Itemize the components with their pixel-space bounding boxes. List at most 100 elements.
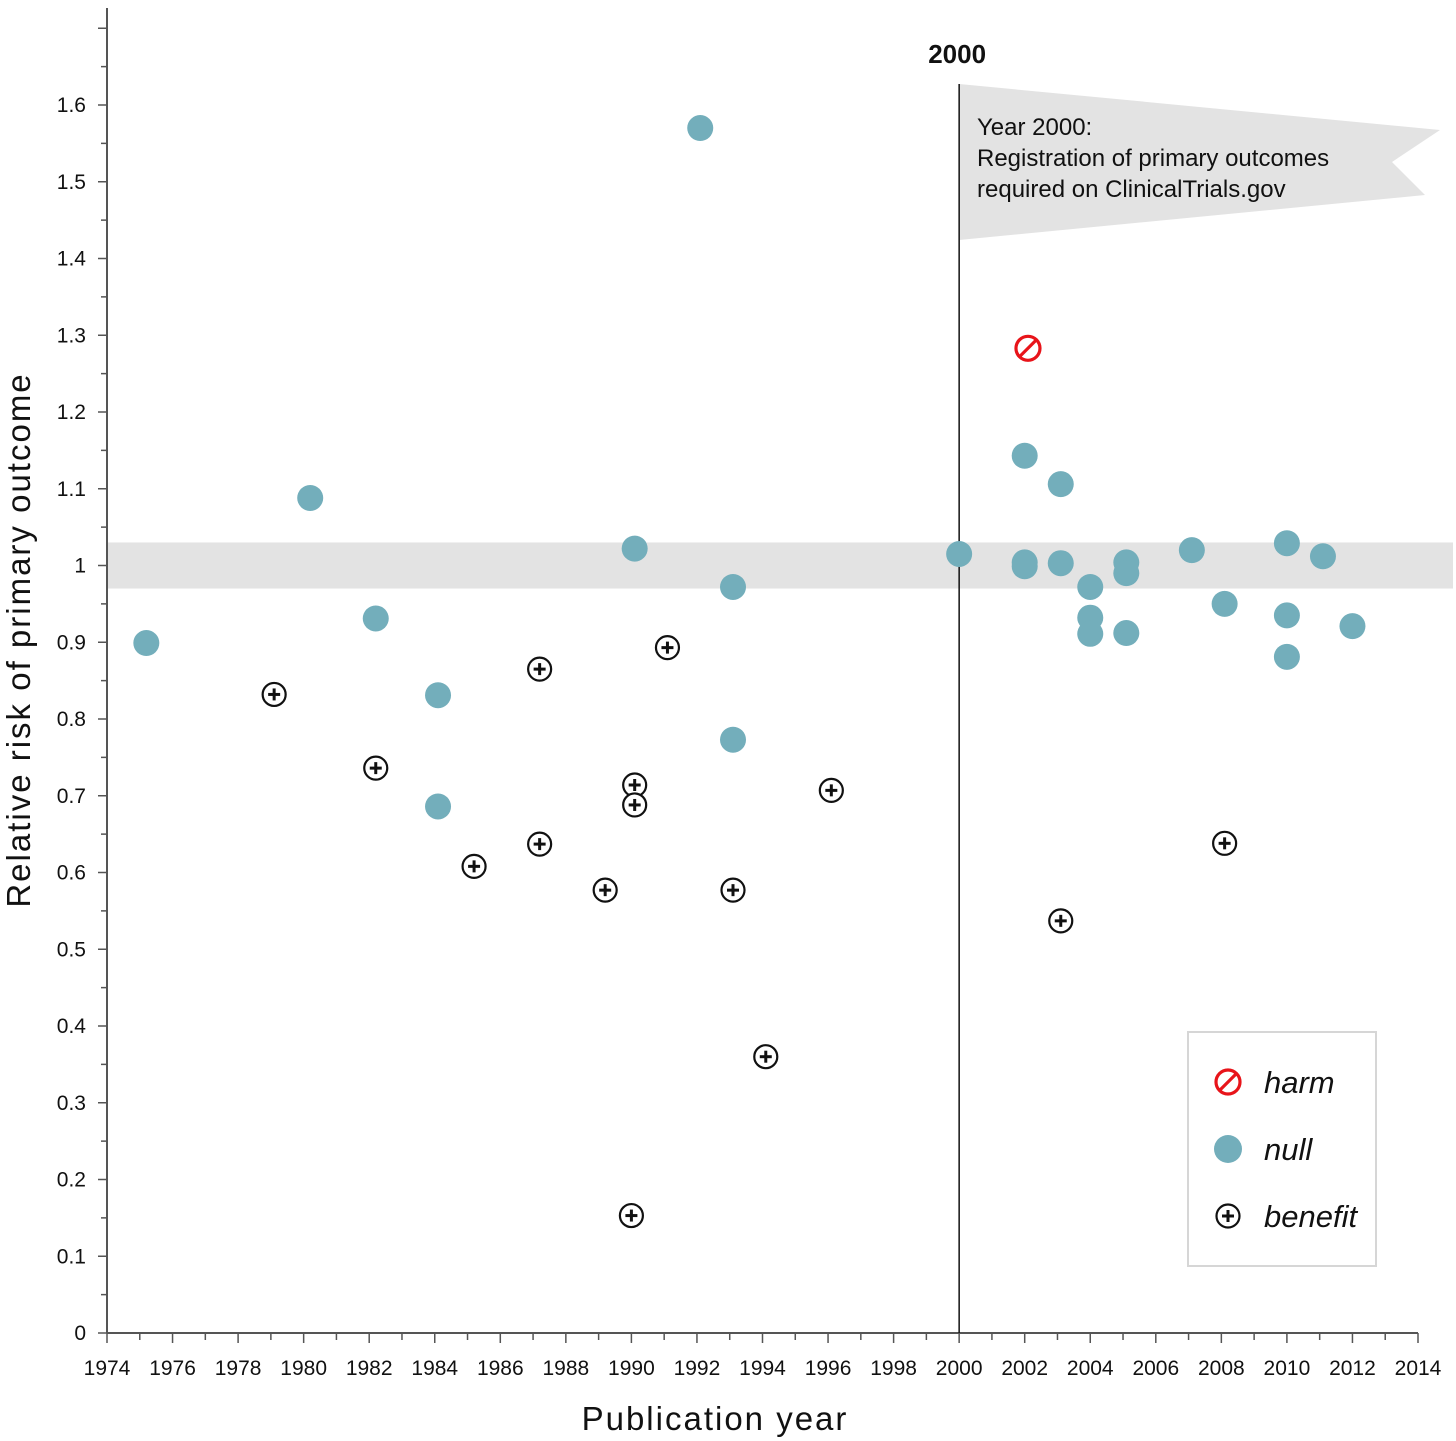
y-tick-label: 0.2	[57, 1169, 86, 1192]
null-point	[720, 726, 747, 753]
data-points	[133, 115, 1366, 1229]
legend-label: benefit	[1264, 1199, 1358, 1234]
x-tick-label: 1998	[870, 1357, 917, 1380]
x-tick-label: 2014	[1395, 1357, 1442, 1380]
y-tick-label: 1	[74, 555, 86, 578]
benefit-point	[363, 755, 389, 781]
null-point	[1339, 613, 1366, 640]
x-axis-title: Publication year	[582, 1400, 849, 1437]
null-series	[133, 115, 1366, 820]
null-point	[133, 630, 160, 657]
benefit-point	[527, 656, 553, 682]
null-point	[362, 605, 389, 632]
y-tick-label: 0.5	[57, 938, 86, 961]
null-band-layer	[107, 542, 1453, 589]
benefit-point	[1212, 830, 1238, 856]
harm-series	[1014, 334, 1042, 362]
null-point	[1077, 573, 1104, 600]
harm-point	[1214, 1068, 1242, 1096]
null-point	[687, 115, 714, 142]
null-point	[946, 540, 973, 567]
x-tick-label: 1978	[215, 1357, 262, 1380]
null-point	[297, 484, 324, 511]
x-tick-label: 1996	[805, 1357, 852, 1380]
x-tick-label: 2004	[1067, 1357, 1114, 1380]
annotation-flag-layer: Year 2000: Registration of primary outcom…	[959, 84, 1440, 240]
y-tick-label: 0.1	[57, 1245, 86, 1268]
x-tick-label: 1990	[608, 1357, 655, 1380]
null-point	[1273, 530, 1300, 557]
benefit-point	[654, 635, 681, 661]
null-point	[1011, 442, 1038, 469]
y-tick-label: 0.4	[57, 1015, 87, 1038]
null-point	[1178, 537, 1205, 564]
null-point	[720, 573, 747, 600]
x-tick-label: 1976	[149, 1357, 196, 1380]
x-tick-label: 1992	[674, 1357, 721, 1380]
legend-entry-benefit: benefit	[1215, 1199, 1358, 1234]
null-point	[1273, 643, 1300, 670]
reference-line-layer: 2000	[928, 39, 986, 1333]
y-tick-label: 1.5	[57, 171, 86, 194]
x-tick-label: 1974	[84, 1357, 131, 1380]
null-point	[1047, 550, 1074, 577]
legend-entry-null: null	[1214, 1132, 1313, 1167]
y-tick-label: 1.3	[57, 324, 86, 347]
annotation-text: Year 2000: Registration of primary outcom…	[977, 114, 1329, 203]
benefit-point	[618, 1202, 645, 1229]
x-tick-label: 2008	[1198, 1357, 1245, 1380]
x-tick-label: 1982	[346, 1357, 393, 1380]
x-tick-label: 1988	[542, 1357, 589, 1380]
null-point	[1113, 620, 1140, 647]
null-point	[425, 682, 452, 709]
benefit-point	[527, 831, 553, 857]
harm-point	[1014, 334, 1042, 362]
null-point	[1214, 1135, 1242, 1163]
annotation-line: Year 2000:	[977, 114, 1092, 141]
benefit-point	[592, 877, 618, 903]
benefit-series	[261, 635, 1238, 1229]
legend-label: harm	[1264, 1065, 1335, 1100]
annotation-flag	[959, 84, 1440, 240]
null-band	[107, 542, 1453, 589]
benefit-point	[622, 792, 648, 818]
null-point	[1047, 471, 1074, 498]
benefit-point	[461, 853, 487, 879]
y-axis-title: Relative risk of primary outcome	[0, 372, 37, 907]
x-tick-label: 2010	[1264, 1357, 1311, 1380]
null-point	[1309, 543, 1336, 570]
axes: 0 0.1 0.2 0.3 0.4 0.5 0.6 0.7 0.8 0.9 1 1.1 1.2 1.3 1.…	[0, 8, 1442, 1437]
y-tick-label: 0.8	[57, 708, 86, 731]
null-point	[1113, 560, 1140, 587]
legend-entry-harm: harm	[1214, 1065, 1335, 1100]
x-tick-label: 1980	[280, 1357, 327, 1380]
x-tick-label: 1984	[411, 1357, 458, 1380]
reference-line-label: 2000	[928, 39, 986, 69]
null-point	[1077, 620, 1104, 647]
y-tick-label: 0.9	[57, 631, 86, 654]
x-tick-label: 2006	[1132, 1357, 1179, 1380]
x-tick-label: 1994	[739, 1357, 786, 1380]
legend-label: null	[1264, 1132, 1313, 1167]
annotation-line: required on ClinicalTrials.gov	[977, 176, 1286, 203]
benefit-point	[1215, 1203, 1241, 1229]
x-tick-label: 1986	[477, 1357, 524, 1380]
null-point	[425, 793, 452, 820]
y-tick-label: 0.6	[57, 862, 86, 885]
x-tick-label: 2012	[1329, 1357, 1376, 1380]
y-tick-label: 0.7	[57, 785, 86, 808]
benefit-point	[753, 1044, 779, 1070]
benefit-point	[261, 681, 287, 708]
y-tick-label: 1.4	[57, 248, 87, 271]
y-tick-label: 1.1	[57, 478, 86, 501]
y-tick-label: 0.3	[57, 1092, 86, 1115]
benefit-point	[1048, 908, 1074, 934]
y-tick-label: 0	[74, 1322, 86, 1345]
null-point	[1273, 602, 1300, 629]
y-tick-label: 1.6	[57, 94, 86, 117]
legend: harm null benefit	[1187, 1031, 1377, 1267]
null-point	[621, 535, 648, 562]
x-tick-label: 2000	[936, 1357, 983, 1380]
annotation-line: Registration of primary outcomes	[977, 145, 1329, 172]
